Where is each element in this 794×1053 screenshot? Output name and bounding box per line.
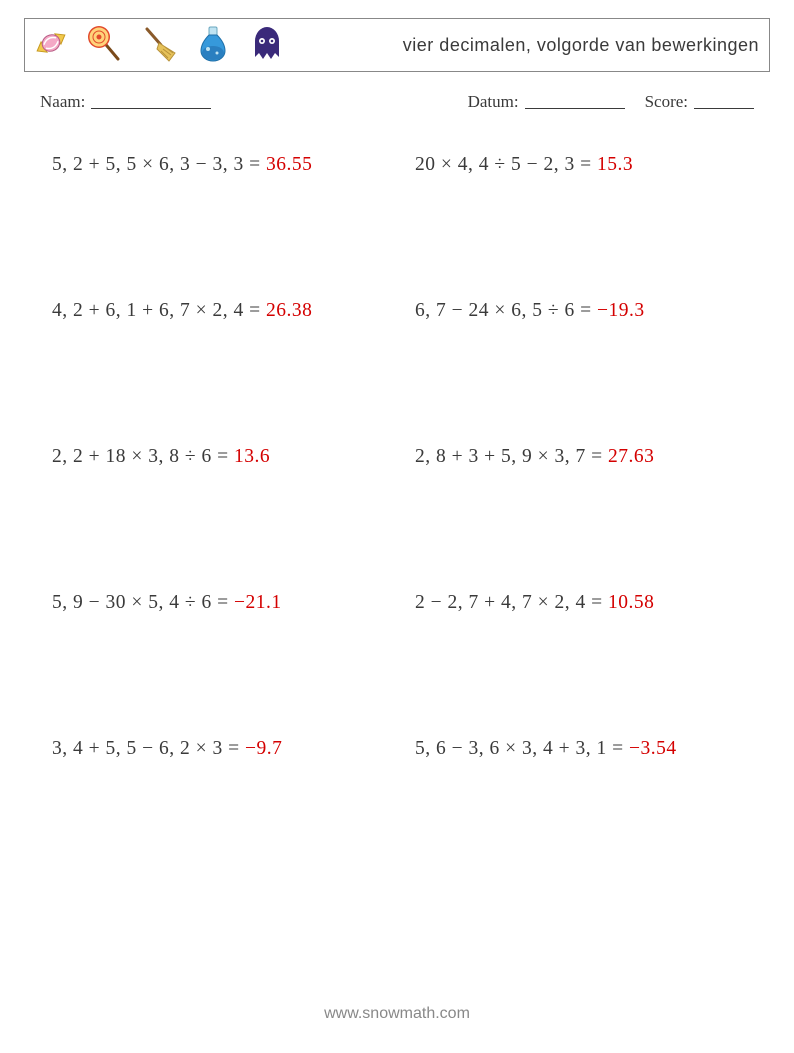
problem-cell: 2, 8 + 3 + 5, 9 × 3, 7 = 27.63 bbox=[403, 446, 754, 468]
header-box: vier decimalen, volgorde van bewerkingen bbox=[24, 18, 770, 72]
date-label: Datum: bbox=[468, 92, 519, 112]
problem-expression: 5, 2 + 5, 5 × 6, 3 − 3, 3 = bbox=[52, 154, 266, 175]
candy-icon bbox=[31, 23, 71, 68]
fields-row: Naam: Datum: Score: bbox=[40, 92, 754, 112]
problem-row: 3, 4 + 5, 5 − 6, 2 × 3 = −9.7 5, 6 − 3, … bbox=[52, 738, 754, 760]
problem-row: 4, 2 + 6, 1 + 6, 7 × 2, 4 = 26.38 6, 7 −… bbox=[52, 300, 754, 322]
ghost-icon bbox=[247, 23, 287, 68]
problem-cell: 5, 6 − 3, 6 × 3, 4 + 3, 1 = −3.54 bbox=[403, 738, 754, 760]
score-blank[interactable] bbox=[694, 94, 754, 109]
problem-expression: 2, 8 + 3 + 5, 9 × 3, 7 = bbox=[415, 446, 608, 467]
footer-url: www.snowmath.com bbox=[0, 1005, 794, 1023]
flask-icon bbox=[193, 23, 233, 68]
problem-row: 5, 2 + 5, 5 × 6, 3 − 3, 3 = 36.55 20 × 4… bbox=[52, 154, 754, 176]
score-label: Score: bbox=[645, 92, 688, 112]
header-icons bbox=[31, 23, 287, 68]
problem-expression: 3, 4 + 5, 5 − 6, 2 × 3 = bbox=[52, 738, 245, 759]
problem-cell: 5, 2 + 5, 5 × 6, 3 − 3, 3 = 36.55 bbox=[52, 154, 403, 176]
problems-grid: 5, 2 + 5, 5 × 6, 3 − 3, 3 = 36.55 20 × 4… bbox=[52, 154, 754, 760]
problem-row: 5, 9 − 30 × 5, 4 ÷ 6 = −21.1 2 − 2, 7 + … bbox=[52, 592, 754, 614]
problem-answer: 26.38 bbox=[266, 300, 312, 321]
problem-cell: 6, 7 − 24 × 6, 5 ÷ 6 = −19.3 bbox=[403, 300, 754, 322]
problem-expression: 2, 2 + 18 × 3, 8 ÷ 6 = bbox=[52, 446, 234, 467]
problem-expression: 4, 2 + 6, 1 + 6, 7 × 2, 4 = bbox=[52, 300, 266, 321]
problem-answer: −3.54 bbox=[629, 738, 677, 759]
problem-cell: 3, 4 + 5, 5 − 6, 2 × 3 = −9.7 bbox=[52, 738, 403, 760]
problem-expression: 20 × 4, 4 ÷ 5 − 2, 3 = bbox=[415, 154, 597, 175]
problem-answer: 27.63 bbox=[608, 446, 654, 467]
date-blank[interactable] bbox=[525, 94, 625, 109]
problem-cell: 2, 2 + 18 × 3, 8 ÷ 6 = 13.6 bbox=[52, 446, 403, 468]
problem-cell: 2 − 2, 7 + 4, 7 × 2, 4 = 10.58 bbox=[403, 592, 754, 614]
problem-cell: 5, 9 − 30 × 5, 4 ÷ 6 = −21.1 bbox=[52, 592, 403, 614]
problem-answer: −9.7 bbox=[245, 738, 282, 759]
problem-expression: 2 − 2, 7 + 4, 7 × 2, 4 = bbox=[415, 592, 608, 613]
worksheet-title: vier decimalen, volgorde van bewerkingen bbox=[403, 35, 759, 56]
problem-expression: 5, 6 − 3, 6 × 3, 4 + 3, 1 = bbox=[415, 738, 629, 759]
problem-answer: 10.58 bbox=[608, 592, 654, 613]
lollipop-icon bbox=[85, 23, 125, 68]
problem-cell: 20 × 4, 4 ÷ 5 − 2, 3 = 15.3 bbox=[403, 154, 754, 176]
problem-cell: 4, 2 + 6, 1 + 6, 7 × 2, 4 = 26.38 bbox=[52, 300, 403, 322]
problem-answer: 13.6 bbox=[234, 446, 270, 467]
problem-answer: 15.3 bbox=[597, 154, 633, 175]
problem-expression: 6, 7 − 24 × 6, 5 ÷ 6 = bbox=[415, 300, 597, 321]
problem-expression: 5, 9 − 30 × 5, 4 ÷ 6 = bbox=[52, 592, 234, 613]
name-blank[interactable] bbox=[91, 94, 211, 109]
problem-answer: −21.1 bbox=[234, 592, 282, 613]
problem-answer: −19.3 bbox=[597, 300, 645, 321]
name-label: Naam: bbox=[40, 92, 85, 112]
broom-icon bbox=[139, 23, 179, 68]
problem-answer: 36.55 bbox=[266, 154, 312, 175]
problem-row: 2, 2 + 18 × 3, 8 ÷ 6 = 13.6 2, 8 + 3 + 5… bbox=[52, 446, 754, 468]
